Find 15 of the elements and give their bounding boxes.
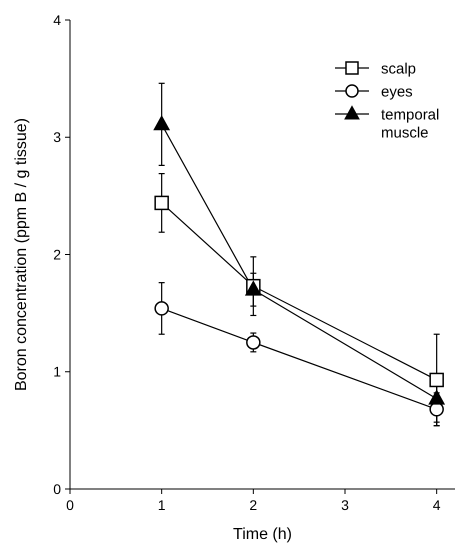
y-tick-label: 0 [53, 480, 62, 497]
x-tick-label: 1 [158, 497, 166, 513]
legend-label: temporal muscle [381, 106, 440, 142]
x-tick-label: 3 [341, 497, 350, 513]
y-axis-title: Boron concentration (ppm B / g tissue) [13, 118, 30, 392]
x-tick-label: 2 [249, 497, 258, 513]
y-tick-label: 3 [53, 129, 62, 146]
y-tick-label: 4 [53, 12, 62, 28]
legend-label: eyes [381, 83, 413, 100]
y-tick-label: 2 [53, 246, 62, 262]
legend-label: scalp [381, 60, 416, 78]
y-tick-label: 1 [53, 364, 62, 380]
x-tick-label: 4 [432, 497, 441, 513]
x-axis-title: Time (h) [233, 526, 292, 543]
x-tick-label: 0 [66, 497, 74, 513]
